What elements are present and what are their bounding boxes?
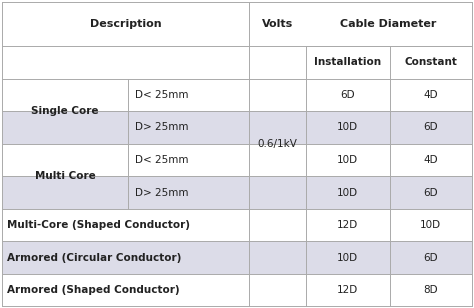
Text: 6D: 6D: [423, 188, 438, 197]
Text: 4D: 4D: [423, 90, 438, 100]
Text: Installation: Installation: [314, 57, 381, 67]
Text: Multi-Core (Shaped Conductor): Multi-Core (Shaped Conductor): [7, 220, 190, 230]
Text: 10D: 10D: [337, 188, 358, 197]
Text: 6D: 6D: [423, 122, 438, 132]
Text: 12D: 12D: [337, 220, 358, 230]
Text: D< 25mm: D< 25mm: [135, 155, 189, 165]
Text: 10D: 10D: [420, 220, 441, 230]
Text: Armored (Shaped Conductor): Armored (Shaped Conductor): [7, 285, 180, 295]
Text: 12D: 12D: [337, 285, 358, 295]
Text: D< 25mm: D< 25mm: [135, 90, 189, 100]
Text: Description: Description: [90, 19, 162, 29]
Bar: [2, 111, 472, 144]
Text: 4D: 4D: [423, 155, 438, 165]
Text: D> 25mm: D> 25mm: [135, 122, 189, 132]
Text: Armored (Circular Conductor): Armored (Circular Conductor): [7, 253, 182, 263]
Text: Constant: Constant: [404, 57, 457, 67]
Text: 6D: 6D: [340, 90, 355, 100]
Text: 10D: 10D: [337, 253, 358, 263]
Text: D> 25mm: D> 25mm: [135, 188, 189, 197]
Text: 6D: 6D: [423, 253, 438, 263]
Text: Single Core: Single Core: [31, 106, 99, 116]
Text: 10D: 10D: [337, 155, 358, 165]
Text: 8D: 8D: [423, 285, 438, 295]
Text: Cable Diameter: Cable Diameter: [340, 19, 437, 29]
Text: 0.6/1kV: 0.6/1kV: [257, 139, 297, 149]
Text: Volts: Volts: [262, 19, 293, 29]
Text: Multi Core: Multi Core: [35, 171, 96, 181]
Text: 10D: 10D: [337, 122, 358, 132]
Bar: [2, 176, 472, 209]
Bar: [2, 241, 472, 274]
